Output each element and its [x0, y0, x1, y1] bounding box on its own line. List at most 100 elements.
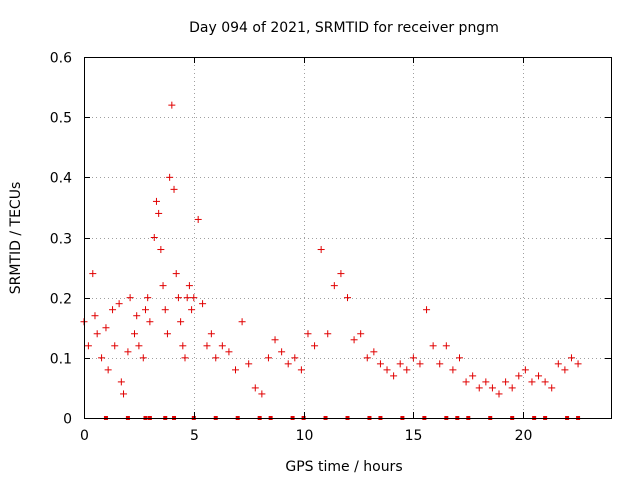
y-tick-label: 0.3 — [50, 232, 72, 248]
data-point — [304, 330, 312, 338]
data-point — [109, 306, 117, 314]
data-point — [370, 348, 378, 356]
data-point — [363, 354, 371, 362]
data-point — [91, 312, 99, 320]
data-point — [429, 342, 437, 350]
y-tick-label: 0.4 — [50, 171, 72, 187]
data-point — [166, 173, 174, 181]
data-point — [469, 372, 477, 380]
data-point — [159, 282, 167, 290]
y-axis-title: SRMTID / TECUs — [8, 182, 24, 295]
data-point — [455, 354, 463, 362]
data-point — [567, 354, 575, 362]
data-point — [548, 384, 556, 392]
data-point — [376, 360, 384, 368]
data-point — [515, 372, 523, 380]
data-point — [203, 342, 211, 350]
data-point — [416, 360, 424, 368]
data-point — [174, 294, 182, 302]
data-point — [111, 342, 119, 350]
y-tick-label: 0.2 — [50, 292, 72, 308]
data-point — [495, 390, 503, 398]
data-point — [258, 390, 266, 398]
data-point — [574, 360, 582, 368]
data-point — [120, 390, 128, 398]
data-point — [449, 366, 457, 374]
data-point — [278, 348, 286, 356]
data-point — [488, 384, 496, 392]
data-point — [139, 354, 147, 362]
data-point — [396, 360, 404, 368]
data-point — [179, 342, 187, 350]
x-tick-label: 15 — [405, 428, 423, 444]
data-point — [541, 378, 549, 386]
data-point — [89, 270, 97, 278]
grid — [84, 57, 611, 418]
x-axis-title: GPS time / hours — [285, 459, 402, 475]
data-point — [528, 378, 536, 386]
data-point — [442, 342, 450, 350]
data-point — [102, 324, 110, 332]
y-tick-label: 0.6 — [50, 51, 72, 67]
data-point — [554, 360, 562, 368]
data-point — [238, 318, 246, 326]
data-point — [144, 294, 152, 302]
data-point — [150, 234, 158, 241]
data-point — [409, 354, 417, 362]
data-point — [170, 185, 178, 193]
data-point — [177, 318, 185, 326]
data-point — [383, 366, 391, 374]
data-point — [251, 384, 259, 392]
x-tick-label: 0 — [80, 428, 89, 444]
x-tick-label: 5 — [190, 428, 199, 444]
data-point — [115, 300, 123, 308]
data-points — [80, 101, 582, 398]
data-point — [194, 215, 202, 223]
data-point — [502, 378, 510, 386]
data-point — [357, 330, 365, 338]
data-point — [157, 246, 165, 254]
data-point — [350, 336, 358, 344]
data-point — [482, 378, 490, 386]
data-point — [117, 378, 125, 386]
data-point — [330, 282, 338, 290]
data-point — [423, 306, 431, 314]
data-point — [172, 270, 180, 278]
data-point — [218, 342, 226, 350]
data-point — [271, 336, 279, 344]
data-point — [104, 366, 112, 374]
data-point — [93, 330, 101, 338]
data-point — [84, 342, 92, 350]
data-point — [344, 294, 351, 302]
data-point — [311, 342, 319, 350]
y-tick-label: 0.1 — [50, 352, 72, 368]
data-point — [508, 384, 516, 392]
data-point — [291, 354, 299, 362]
y-tick-label: 0 — [63, 412, 72, 428]
y-tick-label: 0.5 — [50, 111, 72, 127]
data-point — [245, 360, 253, 368]
data-point — [337, 270, 345, 278]
data-point — [190, 294, 198, 302]
data-point — [124, 348, 132, 356]
data-point — [183, 294, 191, 302]
data-point — [436, 360, 444, 368]
data-point — [185, 282, 193, 290]
data-point — [521, 366, 529, 374]
data-point — [135, 342, 143, 350]
data-point — [403, 366, 411, 374]
data-point — [225, 348, 233, 356]
data-point — [317, 246, 325, 254]
data-point — [297, 366, 305, 374]
data-point — [98, 354, 106, 362]
data-point — [535, 372, 543, 380]
axis-ticks — [84, 57, 611, 419]
data-point — [141, 306, 149, 314]
x-tick-labels: 0 5 10 15 20 — [80, 428, 532, 444]
data-point — [475, 384, 483, 392]
chart-title: Day 094 of 2021, SRMTID for receiver png… — [189, 20, 499, 36]
x-tick-label: 20 — [515, 428, 533, 444]
data-point — [152, 197, 160, 205]
data-point — [212, 354, 220, 362]
